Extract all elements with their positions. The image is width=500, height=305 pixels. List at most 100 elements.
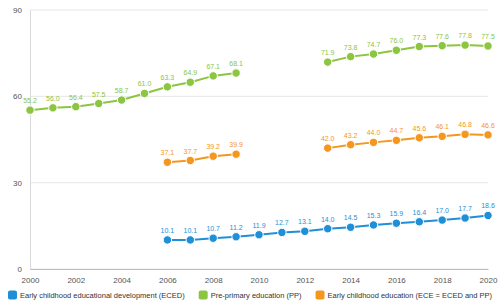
y-axis: 0306090	[13, 6, 30, 274]
y-tick-label: 60	[13, 92, 22, 101]
series-point	[324, 144, 332, 152]
x-tick: 2014	[342, 269, 360, 285]
data-label: 68.1	[229, 60, 243, 67]
data-label: 12.7	[275, 219, 289, 226]
series-point	[346, 140, 354, 148]
data-label: 11.9	[252, 222, 265, 229]
series-point	[163, 236, 171, 244]
data-label: 13.1	[298, 218, 312, 225]
series-point	[186, 236, 194, 244]
legend-item: Pre-primary education (PP)	[199, 291, 302, 300]
grid-line	[30, 182, 488, 183]
data-label: 14.5	[344, 214, 358, 221]
series-point	[346, 52, 354, 60]
x-axis: 2000200220042006200820102012201420162018…	[22, 269, 498, 285]
data-label: 63.3	[161, 74, 175, 81]
series-point	[369, 221, 377, 229]
series-point	[301, 227, 309, 235]
data-label: 10.1	[183, 227, 197, 234]
data-label: 77.8	[458, 32, 472, 39]
y-tick-label: 0	[18, 265, 23, 274]
series-point	[415, 134, 423, 142]
data-label: 10.7	[206, 225, 220, 232]
data-label: 39.2	[206, 143, 220, 150]
series-point	[186, 78, 194, 86]
x-tick: 2016	[388, 269, 406, 285]
data-label: 71.9	[321, 49, 335, 56]
legend-label: Early childhood education (ECE = ECED an…	[328, 291, 493, 300]
series-point	[369, 138, 377, 146]
series-point	[346, 223, 354, 231]
data-label: 10.1	[161, 227, 175, 234]
series-point	[438, 132, 446, 140]
series-point	[461, 41, 469, 49]
data-label: 56.4	[69, 94, 83, 101]
series-point	[484, 131, 492, 139]
grid-line	[30, 10, 488, 11]
series-point	[209, 72, 217, 80]
legend-swatch	[316, 291, 325, 300]
series-point	[49, 104, 57, 112]
legend: Early childhood educational development …	[8, 291, 493, 300]
series-point	[72, 102, 80, 110]
series-point	[117, 96, 125, 104]
data-label: 43.2	[344, 132, 358, 139]
series-point	[369, 50, 377, 58]
grid-line	[30, 269, 488, 270]
x-axis-line	[31, 269, 489, 270]
series-line	[30, 45, 488, 110]
data-label: 11.2	[230, 224, 243, 231]
data-label: 55.2	[23, 97, 37, 104]
data-label: 42.0	[321, 135, 335, 142]
data-label: 14.0	[321, 216, 335, 223]
data-label: 76.0	[390, 37, 404, 44]
data-label: 15.3	[367, 212, 381, 219]
x-tick-label: 2002	[67, 276, 85, 285]
series-point	[186, 156, 194, 164]
x-tick-label: 2014	[342, 276, 360, 285]
data-labels: 10.1 10.1 10.7 11.2 11.9 12.7 13.1 14.0 14.5 15.3…	[23, 32, 495, 234]
x-tick: 2010	[251, 269, 269, 285]
legend-swatch	[8, 291, 17, 300]
y-tick: 0	[18, 265, 30, 274]
chart: 0306090200020022004200620082010201220142…	[0, 0, 500, 305]
y-tick: 90	[13, 6, 30, 15]
series-point	[163, 158, 171, 166]
series-point	[255, 231, 263, 239]
data-label: 64.9	[183, 69, 197, 76]
plot: 0306090200020022004200620082010201220142…	[13, 6, 498, 285]
x-tick: 2018	[434, 269, 452, 285]
series-point	[232, 150, 240, 158]
series-point	[232, 233, 240, 241]
series-point	[140, 89, 148, 97]
legend-label: Early childhood educational development …	[20, 291, 185, 300]
series-point	[163, 83, 171, 91]
x-tick-label: 2006	[159, 276, 177, 285]
x-tick: 2008	[205, 269, 223, 285]
x-tick: 2004	[113, 269, 131, 285]
series-point	[438, 216, 446, 224]
series-point	[232, 69, 240, 77]
series-point	[484, 42, 492, 50]
x-tick-label: 2016	[388, 276, 406, 285]
x-tick-label: 2010	[251, 276, 269, 285]
data-label: 77.6	[435, 33, 449, 40]
data-label: 46.6	[481, 122, 495, 129]
data-label: 73.8	[344, 44, 358, 51]
series-point	[392, 136, 400, 144]
data-label: 37.7	[183, 148, 197, 155]
data-label: 17.7	[458, 205, 472, 212]
series-point	[278, 228, 286, 236]
data-label: 77.5	[481, 33, 495, 40]
series-point	[209, 234, 217, 242]
data-label: 67.1	[206, 63, 220, 70]
x-tick-label: 2004	[113, 276, 131, 285]
x-tick-label: 2018	[434, 276, 452, 285]
x-tick-label: 2000	[22, 276, 40, 285]
x-tick-label: 2008	[205, 276, 223, 285]
series-point	[415, 218, 423, 226]
series-point	[392, 46, 400, 54]
grid	[30, 10, 488, 269]
data-label: 45.6	[412, 125, 426, 132]
series-point	[209, 152, 217, 160]
